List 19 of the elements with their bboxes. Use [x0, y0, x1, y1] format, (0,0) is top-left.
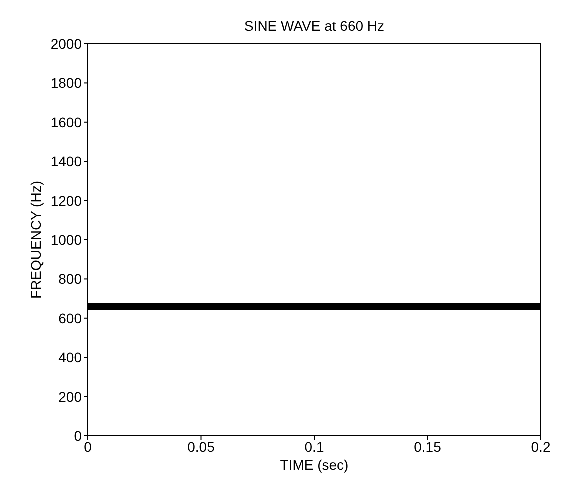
- y-tick-label: 200: [58, 388, 82, 405]
- y-tick-label: 1800: [50, 75, 82, 92]
- y-tick-label: 600: [58, 310, 82, 326]
- y-tick-label: 2000: [50, 36, 82, 52]
- y-tick-label: 1200: [50, 192, 82, 209]
- y-axis-title: FREQUENCY (Hz): [28, 181, 44, 299]
- x-tick-label: 0.2: [531, 438, 551, 455]
- y-tick-label: 0: [74, 428, 82, 444]
- y-tick-label: 800: [58, 271, 82, 288]
- y-tick-label: 1600: [50, 114, 82, 130]
- y-tick-label: 1000: [50, 232, 82, 248]
- x-axis-title: TIME (sec): [280, 457, 349, 473]
- chart-title: SINE WAVE at 660 Hz: [243, 18, 386, 34]
- y-tick-label: 1400: [50, 154, 82, 170]
- x-tick-label: 0.05: [188, 438, 216, 455]
- x-tick-label: 0.15: [414, 438, 442, 455]
- x-tick-label: 0: [84, 438, 92, 455]
- y-tick-label: 400: [58, 350, 82, 366]
- x-tick-label: 0.1: [304, 438, 324, 455]
